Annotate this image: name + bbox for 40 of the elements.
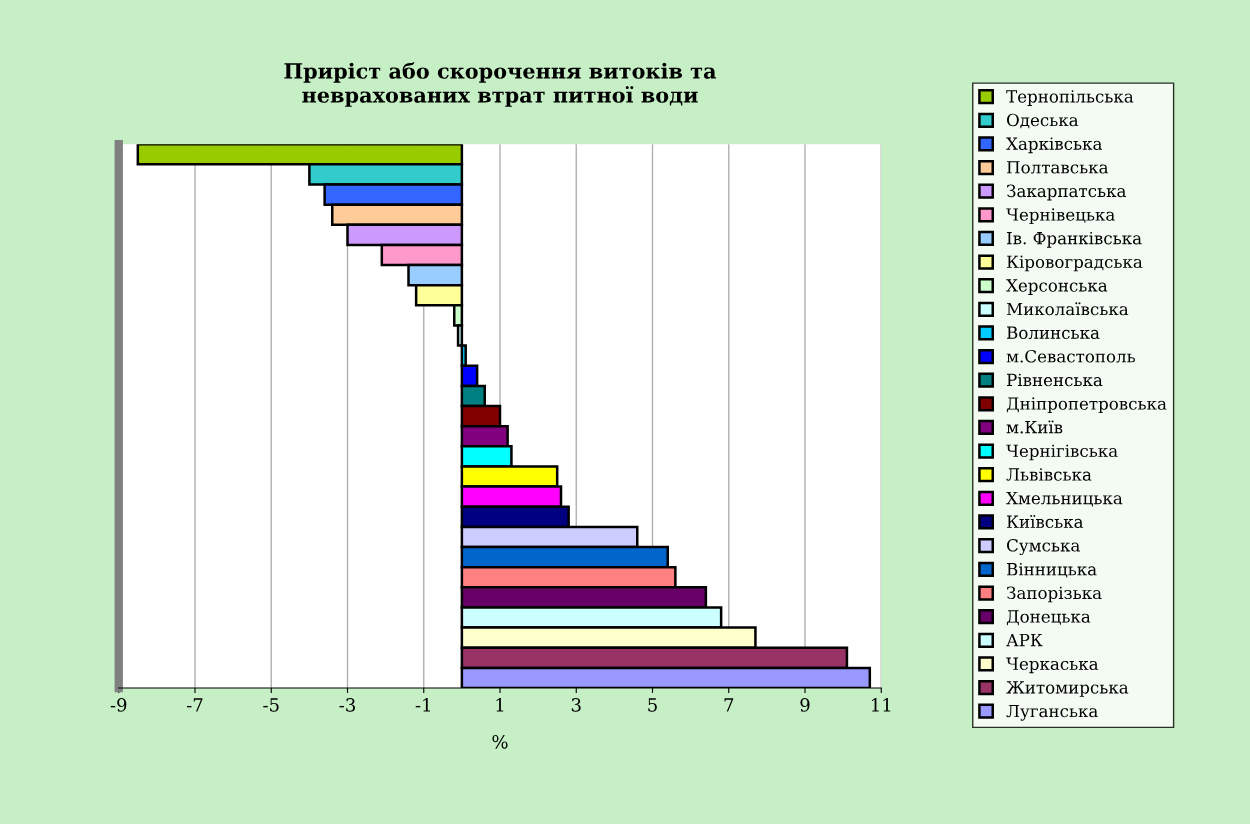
legend-label: Волинська xyxy=(1007,326,1100,339)
legend-label: Сумська xyxy=(1007,539,1080,556)
legend-label: Херсонська xyxy=(1006,279,1108,295)
x-tick-label: -5 xyxy=(263,698,279,712)
legend-label: м.Севастополь xyxy=(1006,349,1135,363)
legend-label: м.Київ xyxy=(1006,420,1063,434)
legend-label: Закарпатська xyxy=(1006,184,1126,201)
legend-label: Донецька xyxy=(1006,610,1091,626)
legend-label: Кіровоградська xyxy=(1007,255,1143,272)
x-tick-label: 1 xyxy=(496,698,504,712)
legend-label: Миколаївська xyxy=(1006,302,1129,316)
legend-label: Полтавська xyxy=(1007,161,1109,174)
legend-label: Луганська xyxy=(1006,704,1098,721)
x-tick-label: 5 xyxy=(648,698,657,712)
legend-label: Київська xyxy=(1007,514,1084,528)
legend-label: АРК xyxy=(1006,633,1043,647)
legend-label: Львівська xyxy=(1006,468,1092,481)
legend-label: Харківська xyxy=(1006,137,1102,154)
legend-label: Черкаська xyxy=(1006,657,1099,674)
legend-label: Дніпропетровська xyxy=(1006,397,1167,414)
legend-label: Чернігівська xyxy=(1006,444,1118,461)
x-tick-label: 3 xyxy=(571,698,581,712)
x-tick-label: -3 xyxy=(339,698,355,712)
chart-title: Приріст або скорочення витоків та неврахованих втрат питної води xyxy=(284,62,717,107)
x-tick-label: -1 xyxy=(415,698,430,712)
x-tick-label: 11 xyxy=(871,698,891,712)
x-tick-label: 9 xyxy=(800,698,810,712)
legend-label: Одеська xyxy=(1007,113,1079,129)
legend-label: Тернопільська xyxy=(1006,90,1134,106)
x-tick-label: 7 xyxy=(724,698,734,712)
legend-label: Хмельницька xyxy=(1006,491,1123,507)
legend-label: Чернівецька xyxy=(1006,208,1115,225)
x-axis-title: % xyxy=(492,735,508,749)
x-tick-label: -9 xyxy=(110,698,127,712)
legend-label: Вінницька xyxy=(1007,562,1097,578)
legend-label: Ів. Франківська xyxy=(1007,231,1142,248)
x-tick-label: -7 xyxy=(187,698,203,712)
legend-label: Житомирська xyxy=(1006,681,1129,697)
legend-label: Запорізька xyxy=(1006,586,1102,603)
legend-label: Рівненська xyxy=(1007,373,1103,387)
